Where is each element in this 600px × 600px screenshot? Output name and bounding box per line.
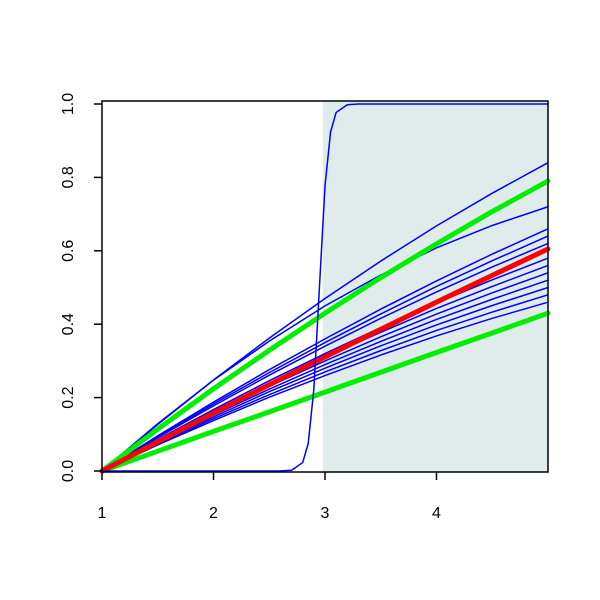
y-tick-label: 0.2 (60, 386, 77, 408)
series-line (99, 310, 551, 474)
series-line (101, 103, 549, 472)
series-line (101, 294, 549, 472)
x-tick-label: 2 (209, 505, 218, 522)
series-line (101, 242, 549, 472)
series-line (101, 228, 549, 472)
y-tick-label: 0.8 (60, 166, 77, 188)
series-line (101, 301, 549, 472)
series-line (101, 235, 549, 472)
series-line (99, 178, 551, 474)
y-tick-label: 0.4 (60, 313, 77, 335)
y-tick-label: 0.0 (60, 460, 77, 482)
series-line (101, 206, 549, 472)
x-tick-label: 1 (98, 505, 107, 522)
x-tick-label: 3 (321, 505, 330, 522)
y-tick-label: 1.0 (60, 93, 77, 115)
series-line (99, 246, 551, 474)
x-tick-label: 4 (432, 505, 441, 522)
y-tick-label: 0.6 (60, 240, 77, 262)
plot-area (99, 101, 551, 474)
